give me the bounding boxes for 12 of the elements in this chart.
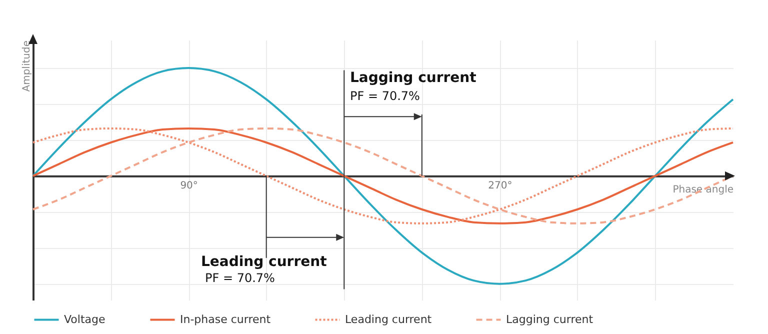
- annotation: Leading current: [201, 254, 328, 270]
- annotation: Lagging current: [350, 70, 477, 86]
- legend-label: Leading current: [345, 312, 432, 326]
- legend-label: In-phase current: [180, 312, 272, 326]
- x-tick-label: 90°: [180, 180, 198, 192]
- y-axis-title: Amplitude: [22, 40, 32, 92]
- x-axis-title: Phase angle: [672, 184, 734, 196]
- annotation: PF = 70.7%: [350, 89, 420, 103]
- legend-label: Voltage: [64, 312, 106, 326]
- x-tick-label: 270°: [488, 180, 512, 192]
- annotation: PF = 70.7%: [205, 271, 275, 285]
- legend-label: Lagging current: [506, 312, 594, 326]
